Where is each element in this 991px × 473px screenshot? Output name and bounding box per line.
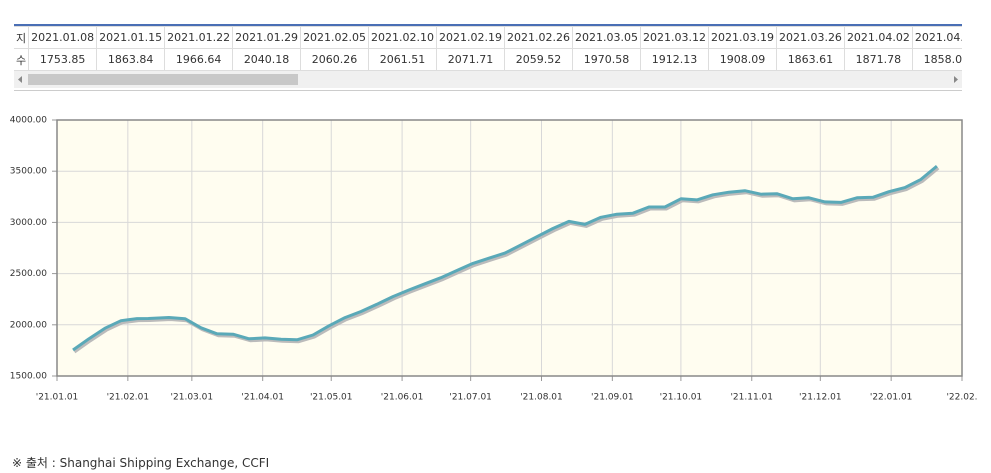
- x-tick-label: '21.02.01: [107, 393, 150, 403]
- x-tick-label: '21.09.01: [591, 393, 634, 403]
- x-tick-label: '22.01.01: [870, 393, 913, 403]
- y-tick-label: 4000.00: [10, 116, 47, 126]
- table-cell: 1912.13: [639, 48, 709, 71]
- x-tick-label: '21.03.01: [171, 393, 214, 403]
- table-cell: 2021.04.02: [843, 26, 913, 49]
- table-cell: 2021.01.29: [232, 26, 302, 49]
- table-cell: 2021.02.10: [368, 26, 438, 49]
- x-tick-label: '21.07.01: [449, 393, 492, 403]
- table-cell: 2021.03.19: [707, 26, 777, 49]
- table-cell: 2059.52: [504, 48, 573, 71]
- line-shadow: [73, 166, 940, 354]
- line: [72, 164, 938, 352]
- table-cell: 2040.18: [232, 48, 302, 71]
- x-tick-label: '21.12.01: [799, 393, 842, 403]
- table-cell: 2021.02.05: [300, 26, 370, 49]
- table-cell: 1908.09: [707, 48, 777, 71]
- table-cell: 2021.03.26: [775, 26, 845, 49]
- table-cell: 2021.02.19: [436, 26, 506, 49]
- table-cell: 1966.64: [164, 48, 234, 71]
- table-cell: 2021.01.08: [28, 26, 98, 49]
- scroll-arrows: [18, 76, 958, 83]
- table-cell: 1863.61: [775, 48, 845, 71]
- table-cell: 2021.03.12: [639, 26, 709, 49]
- x-tick-label: '21.11.01: [730, 393, 773, 403]
- table-cell: 2021.01.15: [96, 26, 166, 49]
- table-cell: 1970.58: [572, 48, 641, 71]
- table-cell: 2021.01.22: [164, 26, 234, 49]
- table-row: 수 1753.85 1863.84 1966.64 2040.18 2060.26 2061…: [14, 48, 962, 71]
- table-cell: 수: [14, 48, 30, 71]
- plot-frame: [56, 119, 963, 377]
- data-table: 지 2021.01.08 2021.01.15 2021.01.22 2021.01.2…: [14, 26, 962, 71]
- y-tick-label: 1500.00: [10, 372, 47, 382]
- source-note: ※ 출처 : Shanghai Shipping Exchange, CCFI: [12, 456, 270, 470]
- y-tick-label: 2500.00: [10, 269, 47, 279]
- table-cell: 지: [14, 26, 30, 49]
- x-tick-label: '21.01.01: [36, 393, 79, 403]
- table-cell: 1858.01: [911, 48, 962, 71]
- plot-area: [57, 120, 962, 376]
- x-tick-label: '21.05.01: [310, 393, 353, 403]
- y-tick-label: 3000.00: [10, 218, 47, 228]
- data-table-panel: 지 2021.01.08 2021.01.15 2021.01.22 2021.01.2…: [14, 24, 962, 91]
- x-tick-label: '21.06.01: [381, 393, 424, 403]
- table-cell: 2060.26: [300, 48, 370, 71]
- table-cell: 1753.85: [28, 48, 98, 71]
- table-cell: 1871.78: [843, 48, 913, 71]
- chart: 1500.00 2000.00 2500.00 3000.00 3500.00 4000.…: [10, 116, 978, 403]
- table-cell: 2021.03.05: [572, 26, 641, 49]
- scrollbar[interactable]: [14, 71, 962, 88]
- x-tick-label: '22.02.: [946, 393, 977, 403]
- table-cell: 1863.84: [96, 48, 166, 71]
- scroll-thumb[interactable]: [28, 74, 298, 85]
- table-row: 지 2021.01.08 2021.01.15 2021.01.22 2021.01.2…: [14, 26, 962, 49]
- x-tick-label: '21.08.01: [520, 393, 563, 403]
- y-tick-label: 3500.00: [10, 167, 47, 177]
- y-tick-label: 2000.00: [10, 320, 47, 330]
- table-cell: 2021.04.09: [911, 26, 962, 49]
- x-tick-label: '21.10.01: [660, 393, 703, 403]
- table-cell: 2071.71: [436, 48, 506, 71]
- table-cell: 2021.02.26: [504, 26, 573, 49]
- table-cell: 2061.51: [368, 48, 438, 71]
- x-tick-label: '21.04.01: [241, 393, 284, 403]
